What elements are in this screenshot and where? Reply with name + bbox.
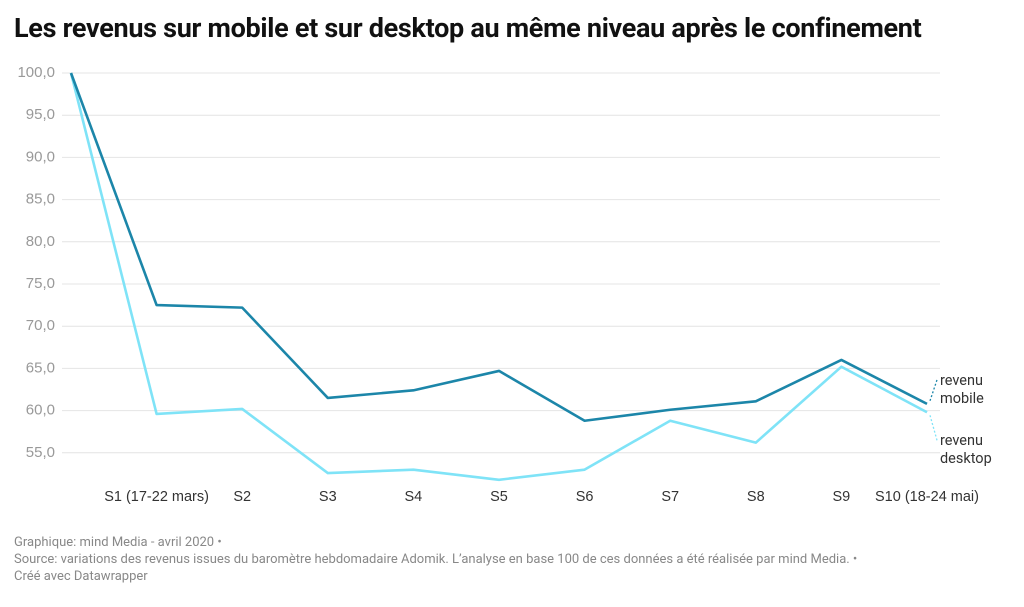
x-tick-label: S6 — [576, 489, 594, 505]
x-tick-label: S8 — [747, 489, 765, 505]
footer-line: Créé avec Datawrapper — [14, 569, 148, 584]
y-tick-label: 85,0 — [26, 191, 55, 208]
x-tick-label: S3 — [319, 489, 337, 505]
y-tick-label: 100,0 — [17, 64, 55, 81]
y-tick-label: 80,0 — [26, 233, 55, 250]
x-tick-label: S7 — [661, 489, 679, 505]
x-tick-label: S9 — [833, 489, 851, 505]
y-tick-label: 55,0 — [26, 444, 55, 461]
y-tick-label: 95,0 — [26, 106, 55, 123]
x-tick-label: S2 — [233, 489, 251, 505]
chart-title: Les revenus sur mobile et sur desktop au… — [14, 12, 922, 44]
series-line — [69, 72, 928, 423]
label-connector — [929, 415, 938, 441]
y-tick-label: 65,0 — [26, 359, 55, 376]
y-tick-label: 70,0 — [26, 317, 55, 334]
series-label: revenu desktop — [940, 432, 992, 468]
x-tick-label: S4 — [405, 489, 423, 505]
footer-line: Graphique: mind Media - avril 2020 • — [14, 535, 222, 550]
series-line — [69, 72, 928, 482]
footer-line: Source: variations des revenus issues du… — [14, 552, 858, 567]
series-label: revenu mobile — [940, 371, 984, 407]
x-tick-label: S5 — [490, 489, 508, 505]
y-tick-label: 90,0 — [26, 148, 55, 165]
x-tick-label: S1 (17-22 mars) — [104, 489, 209, 505]
footer: Graphique: mind Media - avril 2020 • Sou… — [14, 534, 857, 585]
label-connector — [929, 379, 938, 402]
y-tick-label: 60,0 — [26, 402, 55, 419]
y-tick-label: 75,0 — [26, 275, 55, 292]
x-tick-label: S10 (18-24 mai) — [875, 489, 979, 505]
